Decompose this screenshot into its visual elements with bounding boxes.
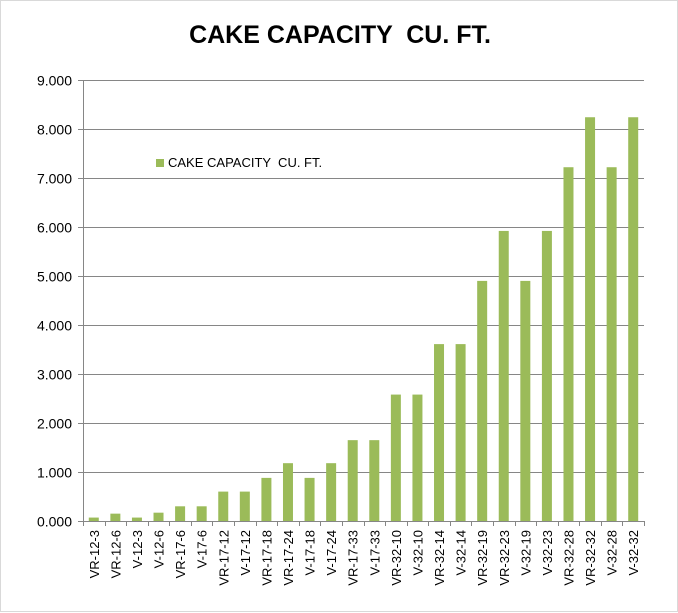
x-tick-label: VR-32-32 bbox=[583, 530, 598, 586]
x-tick-label: V-17-33 bbox=[367, 530, 382, 576]
bar bbox=[606, 167, 617, 521]
bar bbox=[153, 512, 164, 521]
y-tick-label: 1.000 bbox=[37, 465, 72, 481]
bar bbox=[477, 280, 488, 521]
x-tick-label: VR-17-6 bbox=[173, 530, 188, 578]
x-tick-label: VR-12-3 bbox=[87, 530, 102, 578]
bar bbox=[455, 344, 466, 521]
x-tick-label: VR-17-18 bbox=[259, 530, 274, 586]
y-tick-label: 2.000 bbox=[37, 416, 72, 432]
x-tick-label: V-12-6 bbox=[152, 530, 167, 568]
x-tick-label: VR-32-19 bbox=[475, 530, 490, 586]
bar bbox=[520, 280, 531, 521]
bar bbox=[412, 394, 423, 521]
x-tick-label: V-32-19 bbox=[518, 530, 533, 576]
bar bbox=[347, 440, 358, 521]
bar bbox=[261, 477, 272, 521]
bar bbox=[196, 506, 207, 521]
x-tick-label: VR-12-6 bbox=[108, 530, 123, 578]
x-tick-label: VR-32-14 bbox=[432, 530, 447, 586]
bar bbox=[434, 344, 445, 521]
bar bbox=[131, 517, 142, 521]
bar bbox=[110, 513, 121, 521]
x-tick-label: VR-32-10 bbox=[389, 530, 404, 586]
x-tick-label: V-17-24 bbox=[324, 530, 339, 576]
bar bbox=[498, 230, 509, 522]
bar bbox=[304, 477, 315, 521]
x-tick-label: V-12-3 bbox=[130, 530, 145, 568]
bar bbox=[88, 517, 99, 521]
x-tick-label: V-17-12 bbox=[238, 530, 253, 576]
bar bbox=[218, 491, 229, 521]
x-tick-label: V-32-10 bbox=[410, 530, 425, 576]
x-tick-label: V-17-18 bbox=[303, 530, 318, 576]
x-tick-label: VR-32-23 bbox=[497, 530, 512, 586]
bar bbox=[390, 394, 401, 521]
y-tick-label: 0.000 bbox=[37, 514, 72, 530]
legend-swatch bbox=[156, 158, 164, 167]
bar bbox=[563, 167, 574, 521]
x-tick-label: VR-17-33 bbox=[346, 530, 361, 586]
x-tick-label: V-32-14 bbox=[454, 530, 469, 576]
y-tick-label: 6.000 bbox=[37, 220, 72, 236]
x-tick-label: V-32-23 bbox=[540, 530, 555, 576]
bar bbox=[239, 491, 250, 521]
y-tick-label: 3.000 bbox=[37, 367, 72, 383]
x-tick-label: V-32-28 bbox=[605, 530, 620, 576]
y-tick-label: 5.000 bbox=[37, 269, 72, 285]
bar bbox=[541, 230, 552, 522]
y-tick-label: 9.000 bbox=[37, 73, 72, 89]
y-tick-label: 7.000 bbox=[37, 171, 72, 187]
x-tick-label: VR-17-12 bbox=[216, 530, 231, 586]
x-tick-label: V-32-32 bbox=[626, 530, 641, 576]
y-tick-label: 4.000 bbox=[37, 318, 72, 334]
bar bbox=[585, 117, 596, 522]
bar bbox=[628, 117, 639, 522]
bar bbox=[282, 463, 293, 521]
x-tick-label: VR-17-24 bbox=[281, 530, 296, 586]
x-tick-label: V-17-6 bbox=[195, 530, 210, 568]
bar bbox=[175, 506, 186, 521]
legend-label: CAKE CAPACITY CU. FT. bbox=[168, 155, 323, 170]
chart-title: CAKE CAPACITY CU. FT. bbox=[189, 21, 491, 49]
bar bbox=[326, 463, 337, 521]
bar bbox=[369, 440, 380, 521]
y-tick-label: 8.000 bbox=[37, 122, 72, 138]
legend: CAKE CAPACITY CU. FT. bbox=[156, 155, 322, 170]
x-tick-label: VR-32-28 bbox=[561, 530, 576, 586]
